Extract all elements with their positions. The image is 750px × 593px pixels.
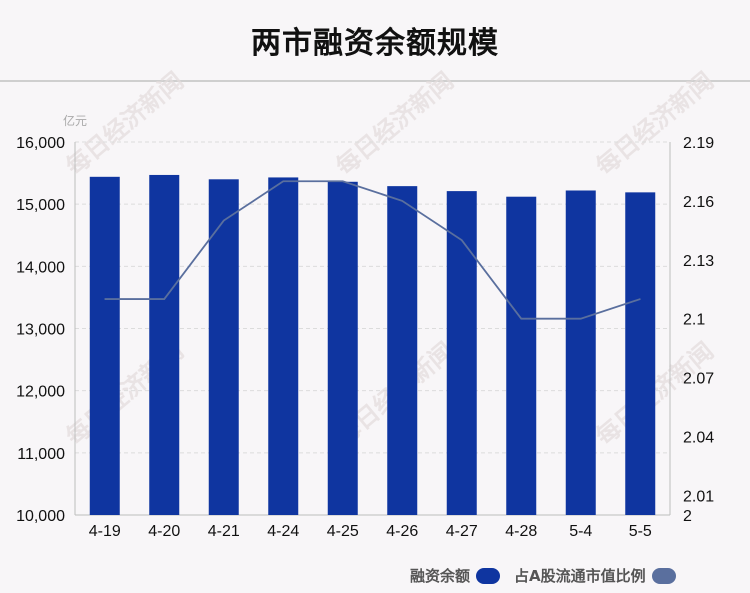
bar xyxy=(327,181,358,515)
y-right-tick-label: 2.13 xyxy=(683,253,714,270)
bar xyxy=(89,176,120,515)
y-left-tick-label: 10,000 xyxy=(16,508,65,525)
series-line xyxy=(104,180,641,320)
y-right-tick-label: 2.16 xyxy=(683,194,714,211)
line-point xyxy=(163,298,165,300)
x-tick-label: 4-19 xyxy=(89,523,121,540)
legend-item: 融资余额 xyxy=(410,565,501,586)
bar xyxy=(387,186,418,515)
line-point xyxy=(461,239,463,241)
line-point xyxy=(580,318,582,320)
legend-item: 占A股流通市值比例 xyxy=(514,565,676,586)
y-right-tick-label: 2.07 xyxy=(683,371,714,388)
x-tick-label: 4-24 xyxy=(267,523,299,540)
header-divider xyxy=(0,80,750,82)
bar xyxy=(208,179,239,516)
y-right-tick-label: 2 xyxy=(683,508,692,525)
y-right-tick-label: 2.04 xyxy=(683,429,714,446)
x-tick-label: 4-28 xyxy=(505,523,537,540)
x-tick-label: 4-25 xyxy=(327,523,359,540)
bar xyxy=(565,190,596,516)
x-tick-label: 5-5 xyxy=(629,523,652,540)
line-point xyxy=(401,200,403,202)
y-left-tick-label: 14,000 xyxy=(16,259,65,276)
legend: 融资余额 占A股流通市值比例 xyxy=(410,565,690,586)
y-left-tick-label: 11,000 xyxy=(17,446,65,463)
bar xyxy=(268,177,299,515)
y-right-tick-label: 2.1 xyxy=(683,312,705,329)
line-point xyxy=(282,180,284,182)
x-tick-label: 5-4 xyxy=(569,523,592,540)
y-left-unit-label: 亿元 xyxy=(63,113,87,128)
line-point xyxy=(223,220,225,222)
legend-label: 占A股流通市值比例 xyxy=(514,567,646,585)
y-left-tick-label: 12,000 xyxy=(16,384,65,401)
watermark-text: 每日经济新闻 xyxy=(331,67,459,181)
legend-swatch xyxy=(651,567,676,584)
line-point xyxy=(520,318,522,320)
bar xyxy=(446,191,477,515)
page-title: 两市融资余额规模 xyxy=(251,26,499,61)
x-tick-label: 4-26 xyxy=(386,523,418,540)
legend-label: 融资余额 xyxy=(410,567,471,585)
x-tick-label: 4-27 xyxy=(446,523,478,540)
line-point xyxy=(104,298,106,300)
bar-series xyxy=(89,174,656,516)
bar xyxy=(149,174,180,515)
y-left-tick-label: 15,000 xyxy=(16,197,65,214)
line-point xyxy=(639,298,641,300)
line-point xyxy=(342,180,344,182)
y-right-tick-label: 2.01 xyxy=(683,488,714,505)
bar xyxy=(625,192,656,516)
legend-swatch xyxy=(476,567,501,584)
axis-labels: 10,000 11,000 12,000 13,000 14,000 15,000 16,0… xyxy=(16,113,714,540)
line-series xyxy=(104,180,641,320)
chart-header: 两市融资余额规模 xyxy=(0,0,750,82)
y-right-tick-label: 2.19 xyxy=(683,135,714,152)
y-left-tick-label: 16,000 xyxy=(16,135,65,152)
watermark-text: 每日经济新闻 xyxy=(591,67,719,181)
y-left-tick-label: 13,000 xyxy=(16,322,65,339)
x-tick-label: 4-21 xyxy=(208,523,240,540)
x-tick-label: 4-20 xyxy=(148,523,180,540)
bar xyxy=(506,196,537,515)
